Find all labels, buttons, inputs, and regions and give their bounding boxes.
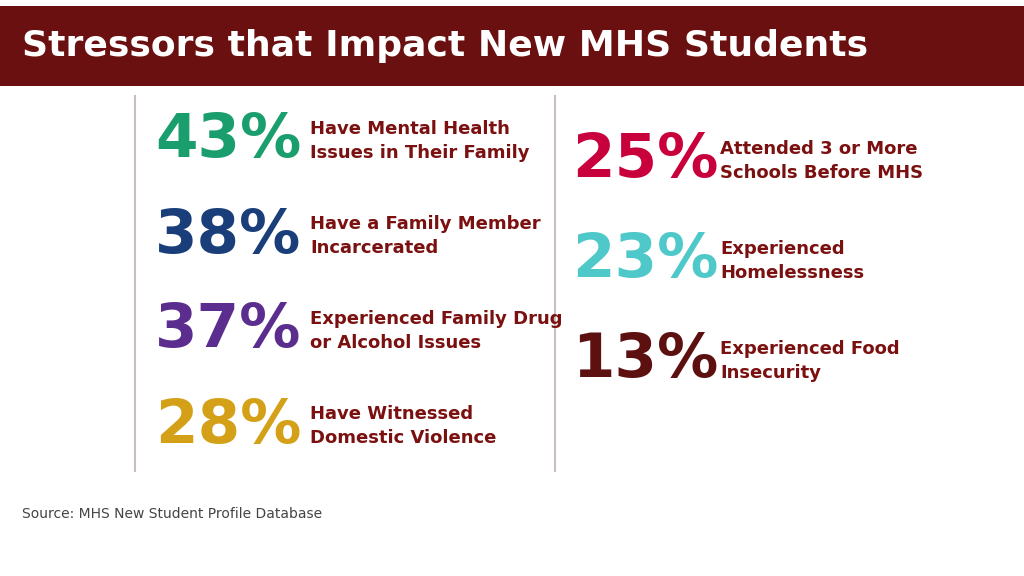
Text: Have a Family Member
Incarcerated: Have a Family Member Incarcerated [310, 215, 541, 257]
Text: Experienced Food
Insecurity: Experienced Food Insecurity [720, 340, 900, 382]
Text: 38%: 38% [155, 207, 301, 266]
FancyBboxPatch shape [0, 6, 1024, 86]
Text: 43%: 43% [155, 112, 301, 170]
Text: Have Mental Health
Issues in Their Family: Have Mental Health Issues in Their Famil… [310, 120, 529, 162]
Text: Experienced Family Drug
or Alcohol Issues: Experienced Family Drug or Alcohol Issue… [310, 310, 562, 352]
Text: Experienced
Homelessness: Experienced Homelessness [720, 240, 864, 282]
Text: 25%: 25% [572, 131, 719, 191]
Text: Attended 3 or More
Schools Before MHS: Attended 3 or More Schools Before MHS [720, 140, 923, 182]
Text: 13%: 13% [572, 332, 719, 391]
Text: 28%: 28% [155, 396, 301, 456]
Text: 37%: 37% [155, 301, 301, 361]
Text: Source: MHS New Student Profile Database: Source: MHS New Student Profile Database [22, 507, 323, 521]
Text: Have Witnessed
Domestic Violence: Have Witnessed Domestic Violence [310, 405, 497, 447]
Text: Stressors that Impact New MHS Students: Stressors that Impact New MHS Students [22, 29, 868, 63]
Text: 23%: 23% [572, 232, 719, 290]
